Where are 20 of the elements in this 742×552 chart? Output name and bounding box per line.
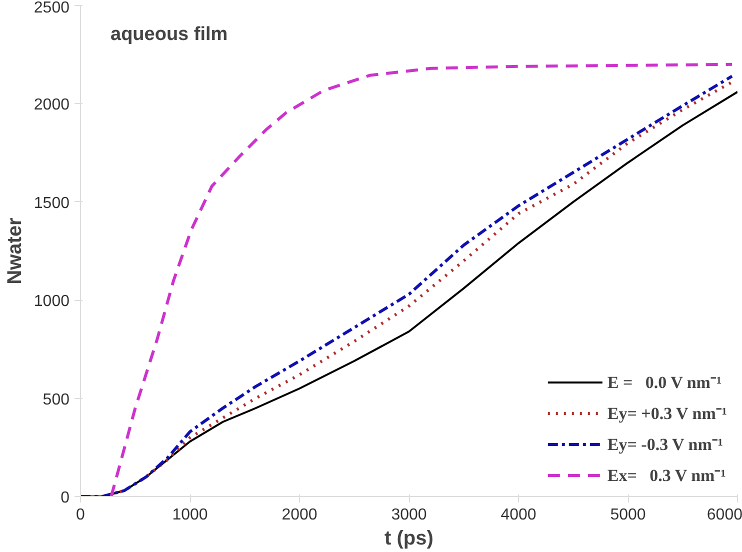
- y-tick-label: 500: [42, 391, 70, 408]
- y-tick-label: 2000: [34, 96, 70, 114]
- y-axis-title: Nwater: [4, 217, 26, 284]
- legend-label: Ey= -0.3 V nm⁻¹: [607, 434, 723, 455]
- x-tick-label: 3000: [391, 506, 427, 524]
- x-tick-label: 5000: [610, 506, 646, 524]
- legend-label: E = 0.0 V nm⁻¹: [607, 372, 722, 393]
- legend-label: Ey= +0.3 V nm⁻¹: [607, 403, 727, 424]
- legend-label: Ex= 0.3 V nm⁻¹: [607, 465, 726, 486]
- x-tick-label: 1000: [172, 506, 208, 524]
- x-tick-label: 6000: [706, 506, 742, 524]
- annotation: aqueous film: [110, 24, 228, 45]
- y-tick-label: 1500: [34, 194, 70, 212]
- x-tick-label: 4000: [500, 506, 536, 524]
- x-tick-label: 0: [76, 506, 86, 524]
- x-axis-title: t (ps): [384, 528, 434, 550]
- y-tick-label: 0: [60, 490, 70, 506]
- x-tick-label: 2000: [282, 506, 318, 524]
- y-tick-label: 1000: [34, 293, 70, 310]
- y-tick-label: 2500: [34, 0, 70, 16]
